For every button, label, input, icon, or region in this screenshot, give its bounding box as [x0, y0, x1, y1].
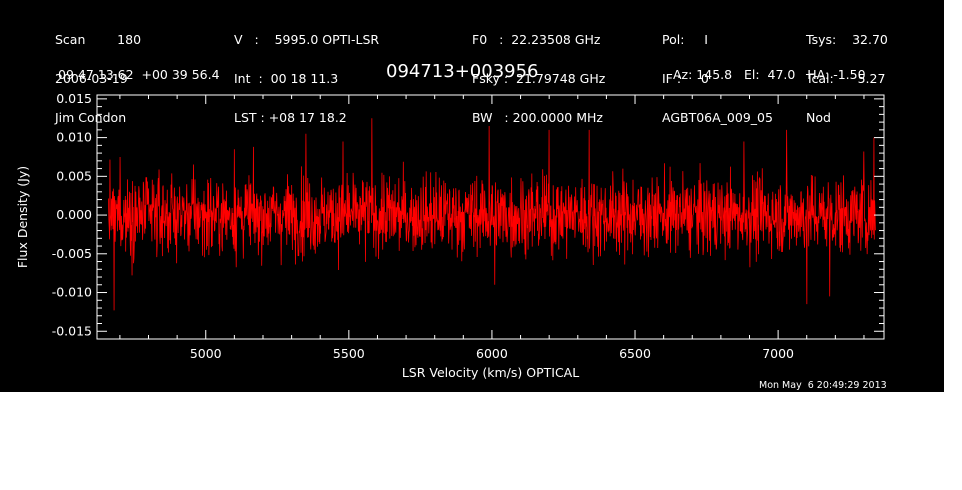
header-polarization-block: Pol: I IF : 0 AGBT06A_009_05 — [662, 7, 773, 150]
header-frequency-block: F0 : 22.23508 GHz Fsky : 21.79748 GHz BW… — [472, 7, 605, 150]
plot-timestamp: Mon May 6 20:49:29 2013 — [759, 380, 887, 391]
x-tick-label: 5000 — [190, 346, 222, 361]
header-velocity-block: V : 5995.0 OPTI-LSR Int : 00 18 11.3 LST… — [234, 7, 379, 150]
source-velocity: V : 5995.0 OPTI-LSR — [234, 32, 380, 47]
project-id: AGBT06A_009_05 — [662, 110, 773, 125]
observer-name: Jim Condon — [55, 110, 127, 125]
y-axis-label: Flux Density (Jy) — [15, 166, 30, 268]
y-tick-label: 0.010 — [56, 130, 92, 145]
y-tick-label: 0.000 — [56, 207, 92, 222]
observation-date: 2006-03-19 — [55, 71, 128, 86]
scan-number: Scan 180 — [55, 32, 142, 47]
source-name: 094713+003956 — [386, 61, 539, 82]
header-system-block: Tsys: 32.70 Tcal: 5.27 Nod — [806, 7, 888, 150]
polarization: Pol: I — [662, 32, 708, 47]
rest-frequency: F0 : 22.23508 GHz — [472, 32, 601, 47]
y-tick-label: 0.005 — [56, 168, 92, 183]
x-tick-label: 6500 — [619, 346, 651, 361]
spectrum-trace — [108, 118, 876, 311]
y-tick-label: -0.010 — [52, 285, 92, 300]
y-tick-label: -0.005 — [52, 246, 92, 261]
y-tick-label: 0.015 — [56, 91, 92, 106]
x-tick-label: 5500 — [333, 346, 365, 361]
ticks-layer — [97, 95, 884, 339]
plot-panel: Scan 180 2006-03-19 Jim Condon V : 5995.… — [0, 0, 944, 392]
header-scan-block: Scan 180 2006-03-19 Jim Condon — [55, 7, 141, 150]
bandwidth: BW : 200.0000 MHz — [472, 110, 603, 125]
sky-frequency: Fsky : 21.79748 GHz — [472, 71, 606, 86]
x-axis-label: LSR Velocity (km/s) OPTICAL — [402, 365, 579, 380]
integration-time: Int : 00 18 11.3 — [234, 71, 339, 86]
pointing-info: Az: 145.8 El: 47.0 HA: -1.50 — [673, 67, 866, 82]
tcal-value: Tcal: 5.27 — [806, 71, 886, 86]
tsys-value: Tsys: 32.70 — [806, 32, 888, 47]
y-tick-label: -0.015 — [52, 323, 92, 338]
x-tick-label: 6000 — [476, 346, 508, 361]
trace-layer — [108, 118, 876, 311]
lst-value: LST : +08 17 18.2 — [234, 110, 347, 125]
source-coordinates: 09 47 13.62 +00 39 56.4 — [58, 67, 220, 82]
spectrum-chart: 5000 5500 6000 6500 7000 -0.015 -0.010 -0.005 0.… — [15, 91, 885, 380]
procedure-name: Nod — [806, 110, 831, 125]
if-number: IF : 0 — [662, 71, 709, 86]
plot-frame — [96, 94, 885, 340]
x-tick-label: 7000 — [762, 346, 794, 361]
labels-layer: 5000 5500 6000 6500 7000 -0.015 -0.010 -0.005 0.… — [15, 91, 794, 380]
